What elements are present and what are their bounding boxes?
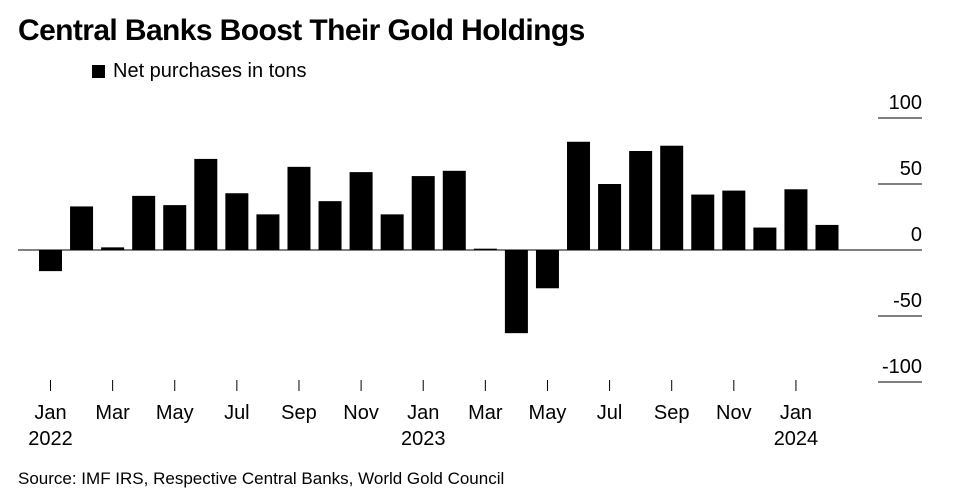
bar-2023-05	[535, 250, 559, 289]
chart-title: Central Banks Boost Their Gold Holdings	[18, 14, 585, 47]
x-tick-label: Jul	[224, 402, 250, 424]
y-tick-label: 50	[900, 158, 922, 180]
bar-2023-02	[442, 170, 466, 250]
bar-2024-02	[815, 224, 839, 250]
bar-2022-11	[349, 172, 373, 250]
x-tick-label: Mar	[468, 402, 503, 424]
y-tick-label: 0	[911, 224, 922, 246]
bar-2023-12	[753, 227, 777, 250]
bar-2023-10	[691, 194, 715, 250]
bar-2023-11	[722, 190, 746, 250]
bar-2022-10	[318, 201, 342, 250]
x-tick-label: May	[529, 402, 567, 424]
x-tick-label: Sep	[281, 402, 317, 424]
x-tick-label: Nov	[343, 402, 379, 424]
x-year-label: 2022	[28, 428, 73, 450]
bar-2022-09	[287, 166, 311, 250]
bars-group	[39, 141, 839, 334]
x-tick-label: Sep	[654, 402, 690, 424]
bar-2023-06	[567, 141, 591, 250]
x-tick-label: Mar	[95, 402, 130, 424]
x-tick-label: Jan	[780, 402, 812, 424]
legend-swatch	[92, 65, 105, 78]
bar-2022-06	[194, 158, 218, 250]
bar-2022-01	[39, 250, 62, 272]
bar-2022-08	[256, 214, 280, 250]
x-tick-label: Jan	[34, 402, 66, 424]
y-axis: 100 50 0 -50 -100	[18, 92, 922, 383]
bar-2022-07	[225, 193, 249, 250]
bar-2023-04	[504, 250, 528, 334]
x-tick-label: Jan	[407, 402, 439, 424]
bar-2022-05	[163, 205, 187, 250]
bar-2022-03	[101, 247, 125, 250]
x-axis: Jan 2022 Mar May Jul Sep Nov Jan 2023 Mar May Jul Se…	[28, 380, 818, 450]
x-year-label: 2024	[774, 428, 819, 450]
y-tick-label: -50	[893, 290, 922, 312]
bar-2023-03	[473, 248, 497, 250]
y-tick-label: 100	[889, 92, 922, 114]
x-tick-label: Jul	[597, 402, 623, 424]
legend-label: Net purchases in tons	[113, 60, 307, 82]
bar-2022-12	[380, 214, 404, 250]
bar-2024-01	[784, 189, 808, 250]
bar-2022-02	[70, 206, 94, 250]
bar-2023-07	[598, 184, 622, 250]
x-year-label: 2023	[401, 428, 446, 450]
bar-2023-09	[660, 145, 684, 250]
bar-2022-04	[132, 195, 156, 250]
source-note: Source: IMF IRS, Respective Central Bank…	[18, 469, 505, 488]
bar-2023-08	[629, 151, 653, 250]
y-tick-label: -100	[882, 356, 922, 378]
legend: Net purchases in tons	[92, 60, 306, 83]
bar-2023-01	[411, 176, 435, 250]
x-tick-label: Nov	[716, 402, 752, 424]
x-tick-label: May	[156, 402, 194, 424]
